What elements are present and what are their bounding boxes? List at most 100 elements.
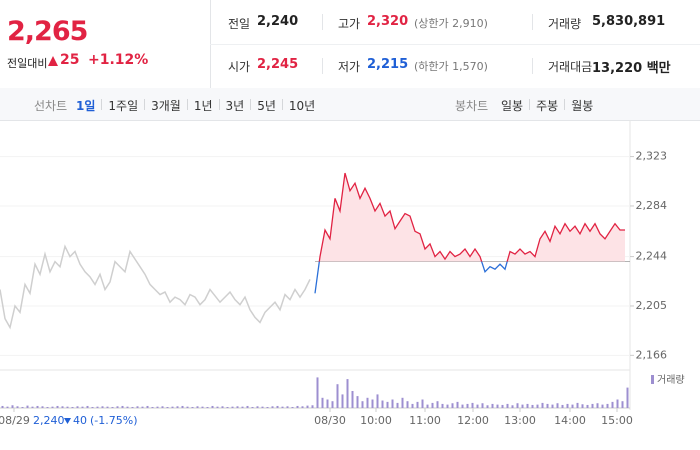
volume-bar (606, 403, 609, 408)
volume-bar (361, 401, 364, 408)
volume-bar (381, 400, 384, 408)
up-triangle (48, 56, 58, 66)
volume-bar (461, 404, 464, 408)
volume-bar (526, 403, 529, 408)
stat-note: (하한가 1,570) (414, 60, 488, 73)
divider (322, 14, 323, 30)
volume-bar (386, 401, 389, 408)
volume-bar (271, 406, 274, 408)
volume-bar (211, 405, 214, 408)
period-tabs: 선차트 1일 1주일 3개월 1년 3년 5년 10년 봉차트 일봉 주봉 월봉 (0, 88, 700, 121)
tab-group-label: 봉차트 (455, 99, 489, 113)
period-tab[interactable]: 3년 (225, 99, 245, 113)
volume-bar (11, 405, 14, 408)
volume-bar (591, 403, 594, 408)
volume-bar (1, 405, 4, 408)
volume-bar (471, 402, 474, 408)
volume-bar (511, 405, 514, 408)
volume-bar (206, 406, 209, 408)
y-tick-label: 2,323 (636, 150, 668, 163)
tab-separator (101, 99, 103, 110)
volume-bar (501, 404, 504, 408)
volume-bar (176, 406, 179, 408)
volume-bar (561, 404, 564, 408)
volume-bar (531, 404, 534, 408)
candle-tab[interactable]: 월봉 (571, 99, 594, 113)
volume-bar (256, 406, 259, 408)
period-tab[interactable]: 3개월 (151, 99, 181, 113)
volume-bar (136, 406, 139, 408)
volume-bar (16, 406, 19, 408)
volume-bar (431, 402, 434, 408)
volume-bar (451, 403, 454, 408)
period-tab[interactable]: 5년 (257, 99, 276, 113)
prev-close-change: 40 (73, 414, 87, 427)
stat-value: 2,245 (257, 57, 299, 72)
volume-bar (146, 405, 149, 408)
tab-group-label: 선차트 (34, 99, 68, 113)
volume-bar (6, 406, 9, 408)
volume-bar (586, 404, 589, 408)
tab-separator (529, 99, 531, 110)
volume-bar (51, 406, 54, 408)
tab-separator (250, 99, 252, 110)
volume-bar (576, 402, 579, 408)
stat-value: 5,830,891 (592, 14, 666, 29)
volume-bar (41, 406, 44, 408)
volume-bar (616, 399, 619, 408)
volume-bar (571, 404, 574, 408)
volume-bar (391, 399, 394, 408)
volume-bar (186, 406, 189, 408)
candle-tab[interactable]: 일봉 (501, 99, 524, 113)
volume-bar (31, 406, 34, 408)
volume-bar (376, 394, 379, 408)
volume-bar (71, 406, 74, 408)
tab-separator (144, 99, 146, 110)
volume-bar (76, 406, 79, 408)
volume-bar (246, 405, 249, 408)
volume-bar (326, 399, 329, 408)
volume-bar (516, 403, 519, 408)
price-line (318, 172, 625, 262)
stat-label: 거래대금 (548, 60, 593, 74)
volume-bar (36, 405, 39, 408)
tab-separator (186, 99, 188, 110)
stat-value: 2,240 (257, 14, 299, 29)
volume-bar (441, 403, 444, 408)
volume-bar (401, 397, 404, 408)
volume-bar (491, 403, 494, 408)
volume-bar (66, 406, 69, 408)
y-tick-label: 2,244 (636, 250, 668, 263)
volume-bar (556, 403, 559, 408)
volume-bar (261, 406, 264, 408)
stat-label: 거래량 (548, 17, 582, 31)
y-tick-label: 2,166 (636, 348, 668, 361)
volume-bar (371, 399, 374, 408)
tab-separator (218, 99, 220, 110)
volume-bar (566, 403, 569, 408)
period-tab[interactable]: 10년 (288, 99, 316, 113)
down-triangle (64, 418, 71, 424)
x-tick-label: 11:00 (409, 414, 441, 427)
volume-bar (251, 406, 254, 408)
period-tab[interactable]: 1일 (76, 99, 96, 113)
period-tab[interactable]: 1년 (193, 99, 213, 113)
x-tick-label: 15:00 (601, 414, 633, 427)
period-tab[interactable]: 1주일 (108, 99, 139, 113)
candle-tab[interactable]: 주봉 (536, 99, 559, 113)
stat-label: 전일 (228, 17, 251, 31)
prev-close-price: 2,240 (33, 414, 65, 427)
volume-bar (331, 401, 334, 408)
volume-bar (56, 405, 59, 408)
volume-legend-swatch (651, 375, 654, 384)
change-rate: +1.12% (88, 52, 149, 68)
divider (532, 14, 533, 30)
volume-bar (81, 406, 84, 408)
volume-bar (621, 401, 624, 408)
volume-bar (626, 387, 629, 408)
volume-bar (141, 406, 144, 408)
volume-bar (266, 406, 269, 408)
volume-bar (366, 397, 369, 408)
volume-bar (191, 406, 194, 408)
